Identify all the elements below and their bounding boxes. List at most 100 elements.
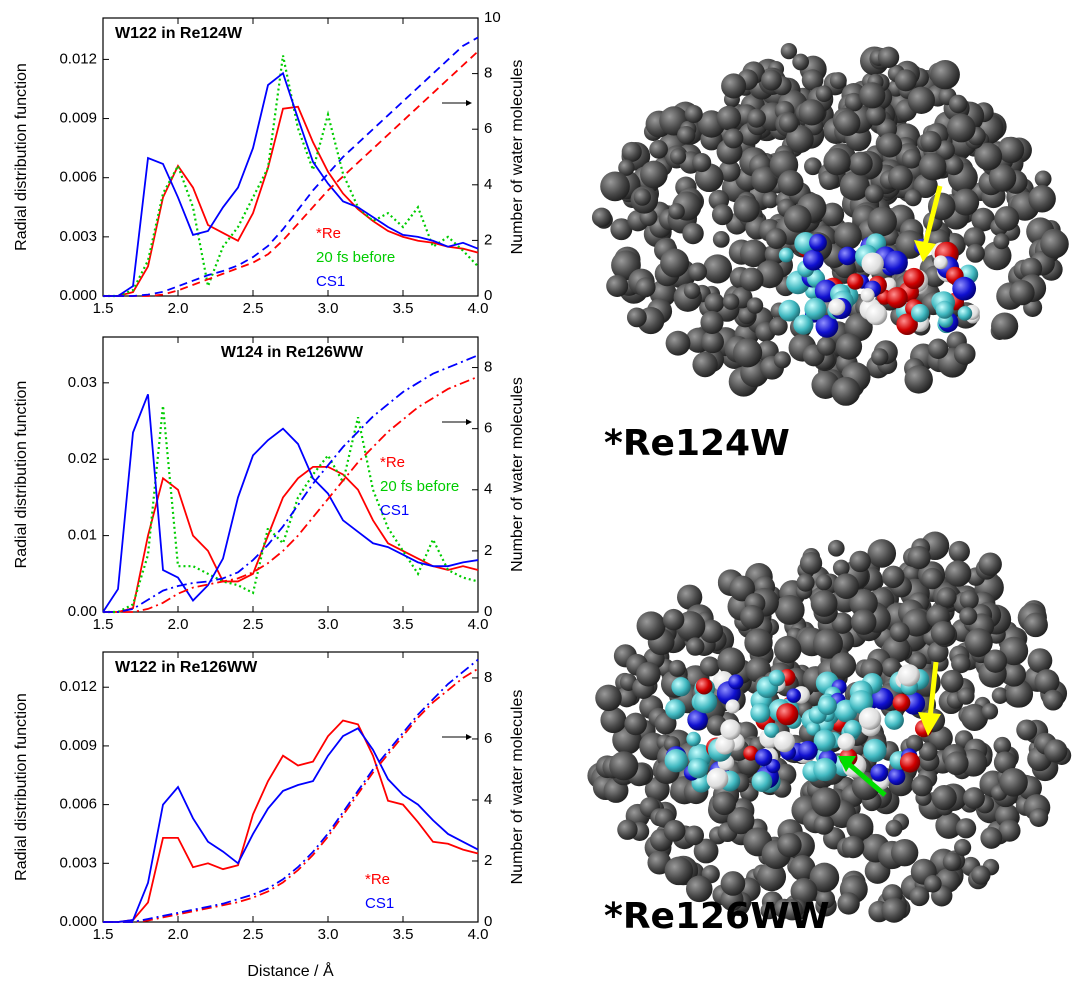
atom [849,551,870,572]
atom [622,142,642,162]
figure: *Re124W *Re126WW 1.52.02.53.03.54.00.000… [0,0,1078,986]
series-line [103,669,478,922]
image-label: *Re124W [604,423,790,464]
legend-label: *Re [365,871,390,888]
atom [907,546,930,569]
atom [920,131,941,152]
atom [804,298,826,320]
chart: 1.52.02.53.03.54.00.0000.0030.0060.0090.… [13,652,526,980]
y-tick-label: 0.003 [59,228,97,245]
x-tick-label: 2.5 [243,616,264,633]
chart-title: W122 in Re126WW [115,659,258,676]
y-axis-title: Radial distribution function [13,63,30,251]
atom [982,703,998,719]
atom [723,128,743,148]
molecule-images [587,43,1071,923]
atom [831,377,860,406]
x-axis-title: Distance / Å [247,961,334,980]
series-line [103,55,478,296]
atom [952,189,979,216]
x-tick-label: 3.0 [318,926,339,943]
atom [878,133,903,158]
atom [713,231,730,248]
legend-label: 20 fs before [316,249,395,266]
atom [750,703,770,723]
atom [895,69,917,91]
y-tick-label: 0.03 [68,374,97,391]
atom [884,251,908,275]
legend-label: CS1 [365,895,394,912]
atom [930,60,959,89]
series-line [103,51,478,296]
atom [696,678,713,695]
x-tick-label: 2.5 [243,926,264,943]
atom [958,306,973,321]
atom [991,312,1018,339]
atom [993,233,1009,249]
atom [809,234,827,252]
atom [941,670,964,693]
atom [778,170,804,196]
atom [954,839,971,856]
atom [851,609,877,635]
atom [600,172,630,202]
atom [740,267,764,291]
atom [666,331,691,356]
atom [811,590,838,617]
x-tick-label: 2.0 [168,926,189,943]
atom [905,189,922,206]
y-axis-title: Radial distribution function [13,693,30,881]
atom [663,609,684,630]
atom [863,739,886,762]
atom [797,574,815,592]
plot-frame [103,652,478,922]
y-tick-label: 0.006 [59,796,97,813]
atom [617,820,637,840]
atom [867,539,896,568]
atom [803,250,824,271]
atom [595,685,622,712]
atom [692,352,717,377]
y-tick-label: 0.009 [59,737,97,754]
y2-axis-title: Number of water molecules [509,60,526,255]
x-tick-label: 2.5 [243,300,264,317]
y2-tick-label: 6 [484,420,492,437]
atom [813,758,836,781]
atom [837,892,859,914]
plot-frame [103,18,478,296]
atom [867,207,896,236]
atom [980,827,1002,849]
atom [634,188,651,205]
series-line [103,728,478,922]
atom [866,304,888,326]
y-tick-label: 0.02 [68,450,97,467]
atom [688,758,708,778]
atom [692,153,711,172]
atom [637,611,666,640]
atom [636,662,660,686]
atom [703,254,732,283]
series-line [103,660,478,922]
atom [670,148,686,164]
y2-tick-label: 0 [484,603,492,620]
atom [677,126,695,144]
atom [836,333,862,359]
axis-arrow-head [466,419,472,425]
y2-tick-label: 2 [484,231,492,248]
atom [755,749,772,766]
atom [838,247,857,266]
atom [777,833,801,857]
y2-tick-label: 6 [484,120,492,137]
atom [779,113,799,133]
atom [776,703,798,725]
atom [779,248,794,263]
y-tick-label: 0.00 [68,603,97,620]
y2-tick-label: 0 [484,913,492,930]
atom [649,140,668,159]
atom [963,787,985,809]
atom [720,719,741,740]
atom [686,732,700,746]
atom [957,687,974,704]
y2-tick-label: 8 [484,65,492,82]
atom [835,110,861,136]
